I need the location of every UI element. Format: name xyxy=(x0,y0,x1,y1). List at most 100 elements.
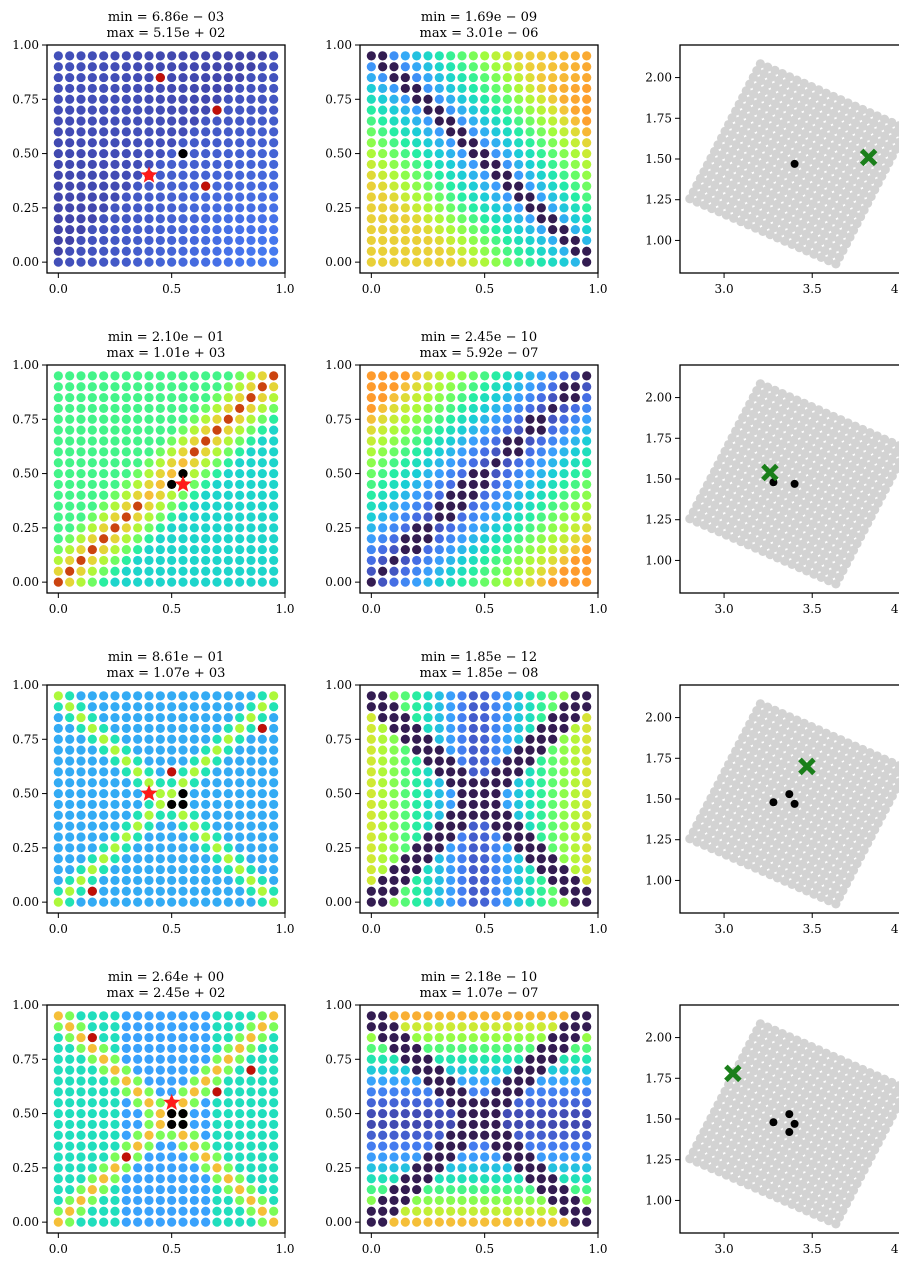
grid-point xyxy=(201,138,211,148)
domain-point xyxy=(776,546,786,556)
grid-point xyxy=(257,566,267,576)
domain-point xyxy=(696,830,706,840)
domain-point xyxy=(821,88,831,98)
domain-point xyxy=(775,799,785,809)
domain-point xyxy=(685,1154,695,1164)
grid-point xyxy=(133,1022,143,1032)
grid-point xyxy=(548,1087,558,1097)
grid-point xyxy=(423,501,433,511)
domain-point xyxy=(706,153,716,163)
grid-point xyxy=(366,544,376,555)
grid-point xyxy=(246,864,256,875)
grid-point xyxy=(121,843,131,853)
grid-point xyxy=(121,821,131,831)
grid-point xyxy=(389,94,399,104)
grid-point xyxy=(167,1174,177,1184)
grid-point xyxy=(570,1119,580,1130)
grid-point xyxy=(559,745,569,755)
domain-point xyxy=(811,125,821,135)
domain-point xyxy=(832,101,842,112)
grid-point xyxy=(189,235,199,246)
grid-point xyxy=(189,1043,199,1054)
y-tick-label: 0.75 xyxy=(12,412,39,426)
grid-point xyxy=(178,257,188,267)
grid-point xyxy=(525,257,535,267)
domain-point xyxy=(692,197,702,207)
grid-point xyxy=(235,501,245,511)
domain-point xyxy=(783,549,793,559)
domain-point xyxy=(763,752,774,762)
grid-point xyxy=(167,1065,177,1075)
grid-point xyxy=(167,501,177,511)
domain-point xyxy=(816,572,826,583)
domain-point xyxy=(761,219,771,230)
grid-point xyxy=(212,436,222,446)
grid-point xyxy=(189,1141,199,1151)
grid-point xyxy=(65,235,75,246)
grid-point xyxy=(76,745,86,755)
grid-point xyxy=(446,1043,456,1054)
domain-point xyxy=(826,468,836,479)
grid-point xyxy=(110,1217,120,1227)
grid-point xyxy=(53,1108,63,1119)
grid-point xyxy=(110,458,120,468)
domain-point xyxy=(836,785,847,795)
grid-point xyxy=(491,577,501,587)
domain-point xyxy=(876,138,886,148)
grid-point xyxy=(548,1130,558,1140)
x-tick-label: 0.0 xyxy=(362,1242,381,1256)
grid-point xyxy=(257,159,267,170)
grid-point xyxy=(155,257,165,267)
grid-point xyxy=(99,799,109,810)
grid-point xyxy=(223,1217,233,1227)
grid-point xyxy=(87,566,97,576)
grid-point xyxy=(400,1011,410,1021)
y-tick-label: 0.50 xyxy=(325,787,352,801)
grid-point xyxy=(480,1011,490,1021)
grid-point xyxy=(99,170,109,180)
domain-point xyxy=(714,190,724,200)
domain-point xyxy=(866,175,876,185)
grid-point xyxy=(423,1141,433,1151)
domain-point xyxy=(757,1136,767,1146)
grid-point xyxy=(257,788,267,799)
grid-point xyxy=(65,534,75,544)
grid-point xyxy=(269,214,279,224)
y-tick-label: 0.50 xyxy=(325,467,352,481)
grid-point xyxy=(269,897,279,907)
domain-point xyxy=(870,185,880,195)
grid-point xyxy=(257,203,267,213)
grid-point xyxy=(400,1054,410,1064)
grid-point xyxy=(53,192,63,202)
domain-point xyxy=(720,480,731,490)
grid-point xyxy=(389,577,399,587)
domain-point xyxy=(785,442,795,452)
grid-point xyxy=(548,1195,558,1206)
domain-point xyxy=(755,699,765,709)
grid-point xyxy=(235,1206,245,1216)
grid-point xyxy=(559,479,569,490)
grid-point xyxy=(570,392,580,403)
grid-point xyxy=(87,246,97,256)
domain-point xyxy=(801,549,812,559)
domain-point xyxy=(768,156,778,166)
grid-point xyxy=(480,1065,490,1075)
domain-point xyxy=(699,200,710,210)
grid-point xyxy=(434,51,444,61)
grid-point xyxy=(257,436,267,446)
domain-point xyxy=(728,1106,738,1116)
grid-point xyxy=(400,843,410,853)
grid-point xyxy=(491,235,501,246)
grid-point xyxy=(434,864,444,875)
grid-point xyxy=(121,1206,131,1216)
grid-point xyxy=(189,1054,199,1064)
domain-point xyxy=(880,164,890,175)
domain-point xyxy=(799,78,809,88)
grid-point xyxy=(412,148,422,159)
grid-point xyxy=(400,414,410,424)
domain-point xyxy=(739,799,749,810)
domain-point xyxy=(783,836,793,846)
grid-point xyxy=(434,1141,444,1151)
domain-point xyxy=(738,92,748,103)
grid-point xyxy=(144,534,154,544)
